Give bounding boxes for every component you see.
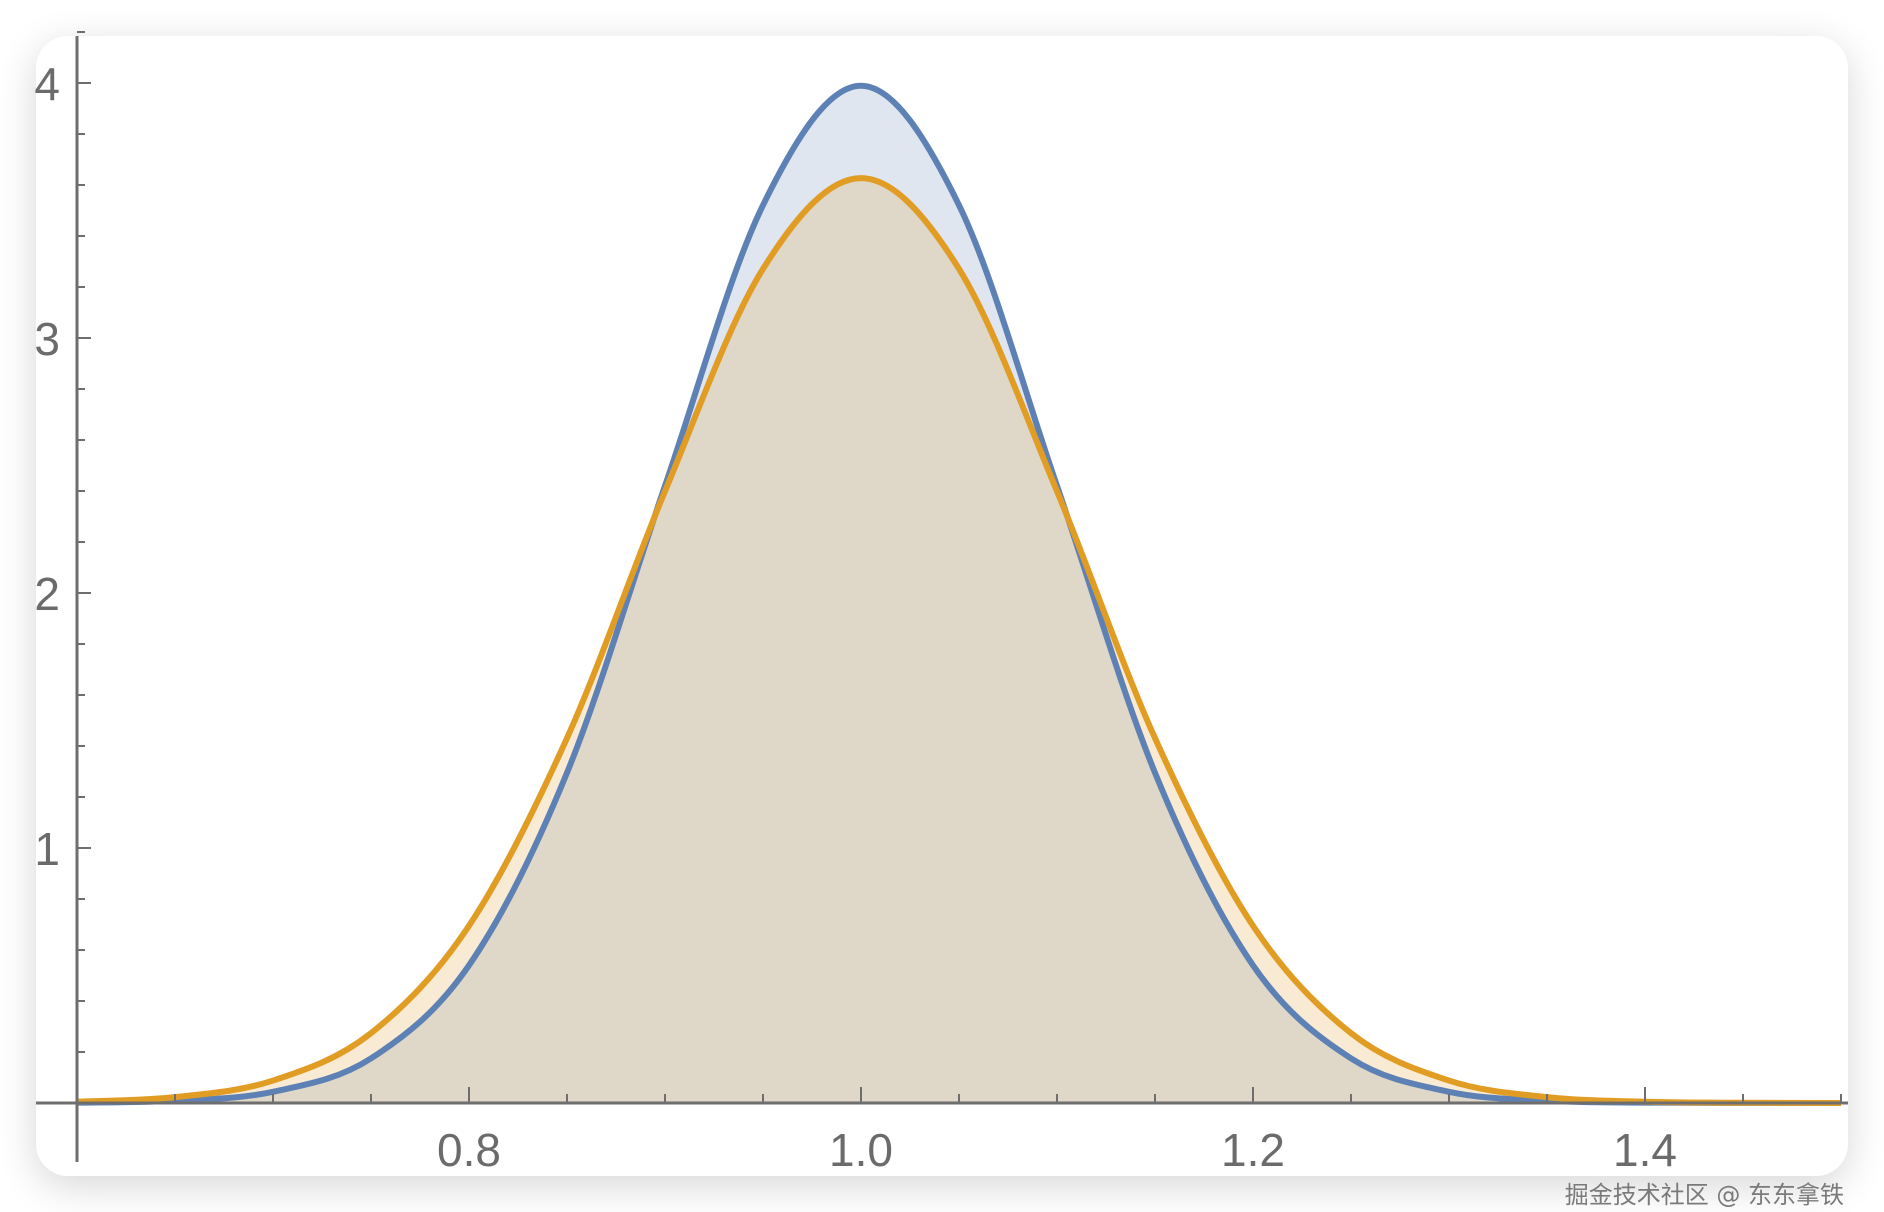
y-tick-label: 4	[34, 58, 60, 110]
chart-card	[36, 36, 1848, 1176]
x-tick-label: 1.4	[1613, 1124, 1677, 1176]
x-tick-label: 1.2	[1221, 1124, 1285, 1176]
y-tick-label: 1	[34, 823, 60, 875]
x-tick-label: 0.8	[437, 1124, 501, 1176]
watermark: 掘金技术社区 @ 东东拿铁	[1564, 1181, 1844, 1209]
series-1-line	[76, 82, 1842, 1106]
x-tick-label: 1.0	[829, 1124, 893, 1176]
series-1-fill	[77, 85, 1841, 1104]
series-lines	[76, 82, 1842, 1106]
series-2-line	[76, 175, 1842, 1106]
area-fills	[77, 85, 1841, 1104]
axes: 0.8 1.0 1.2 1.4 1 2 3 4	[34, 31, 1848, 1176]
series-2-fill	[77, 178, 1841, 1104]
y-tick-label: 3	[34, 313, 60, 365]
y-tick-label: 2	[34, 568, 60, 620]
